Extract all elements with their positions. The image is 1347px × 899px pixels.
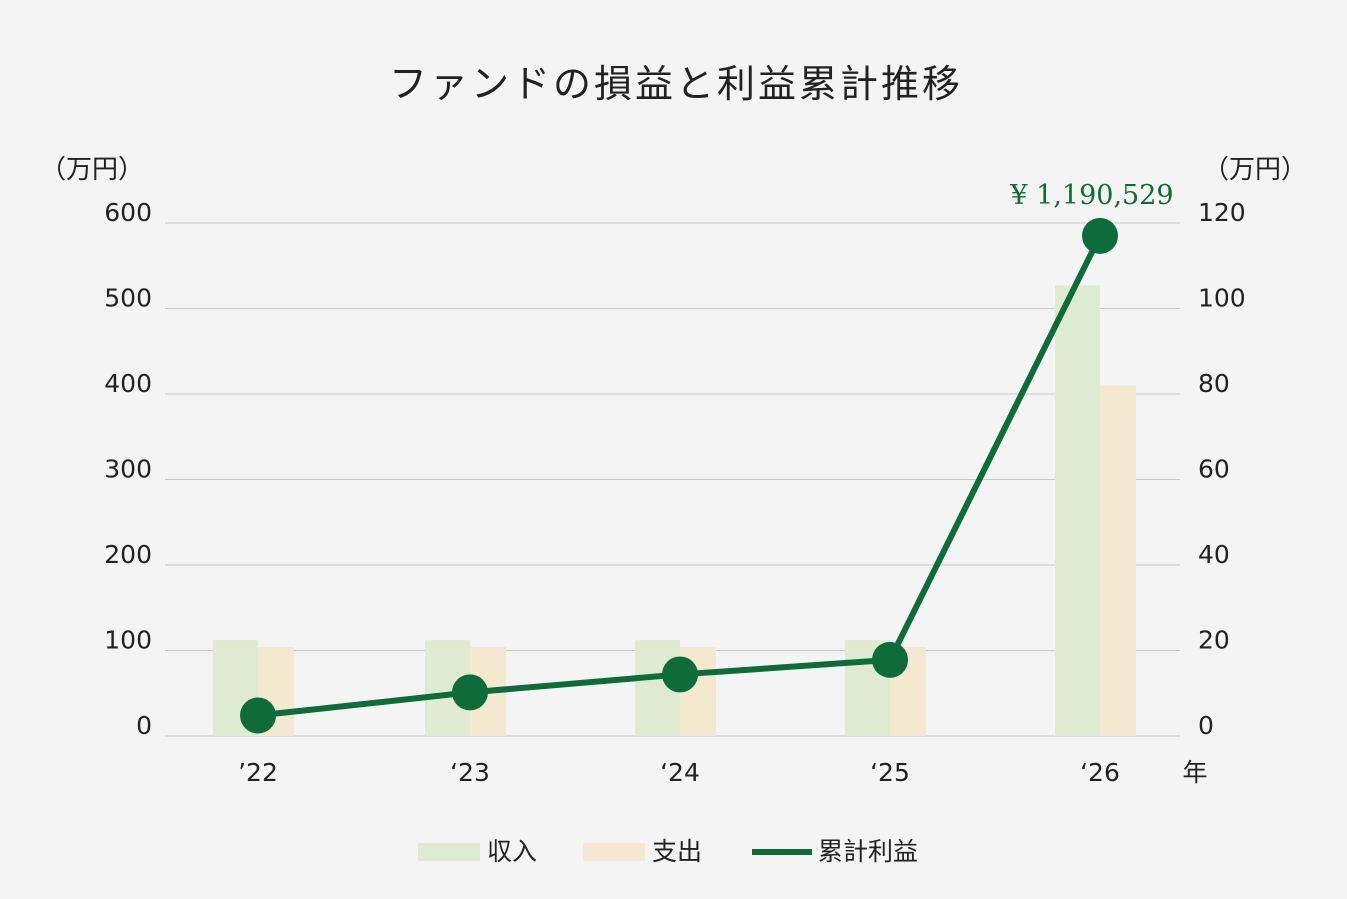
cumulative-callout: ¥ 1,190,529 <box>1009 180 1173 211</box>
axis-ticks: 0 100 200 300 400 500 600 0 20 40 60 80 100 120 ’22 ‘23… <box>104 198 1245 787</box>
right-axis-unit: （万円） <box>1203 155 1307 185</box>
y-left-tick-label: 500 <box>104 284 152 313</box>
cumulative-profit-point <box>662 656 698 693</box>
y-right-tick-label: 0 <box>1198 711 1214 740</box>
legend-expense-label: 支出 <box>652 837 702 866</box>
cumulative-profit-point <box>1082 217 1118 254</box>
y-right-tick-label: 80 <box>1198 369 1230 398</box>
x-axis-unit: 年 <box>1182 758 1207 787</box>
y-left-tick-label: 100 <box>104 626 152 655</box>
x-tick-label: ’22 <box>238 758 278 787</box>
cumulative-profit-point <box>872 641 908 678</box>
cumulative-profit-point <box>240 697 276 734</box>
legend-income-swatch <box>418 843 480 861</box>
y-right-tick-label: 60 <box>1198 455 1230 484</box>
income-bar <box>1055 285 1100 736</box>
y-right-tick-label: 120 <box>1198 198 1246 227</box>
y-left-tick-label: 600 <box>104 198 152 227</box>
grid-lines <box>165 222 1180 737</box>
x-tick-label: ‘26 <box>1080 758 1120 787</box>
y-left-tick-label: 200 <box>104 540 152 569</box>
y-right-tick-label: 100 <box>1198 284 1246 313</box>
y-right-tick-label: 40 <box>1198 540 1230 569</box>
expense-bar <box>1100 385 1136 736</box>
x-tick-label: ‘24 <box>660 758 700 787</box>
y-left-tick-label: 300 <box>104 455 152 484</box>
cumulative-line <box>240 217 1118 734</box>
legend-expense-swatch <box>583 843 645 861</box>
cumulative-profit-point <box>452 674 488 711</box>
y-left-tick-label: 400 <box>104 369 152 398</box>
legend: 収入 支出 累計利益 <box>418 837 918 866</box>
legend-income-label: 収入 <box>487 837 537 866</box>
chart-title: ファンドの損益と利益累計推移 <box>389 62 963 106</box>
y-left-tick-label: 0 <box>136 711 152 740</box>
x-tick-label: ‘23 <box>450 758 490 787</box>
left-axis-unit: （万円） <box>40 155 144 185</box>
legend-cumulative-label: 累計利益 <box>818 837 918 866</box>
x-tick-label: ‘25 <box>870 758 910 787</box>
y-right-tick-label: 20 <box>1198 626 1230 655</box>
